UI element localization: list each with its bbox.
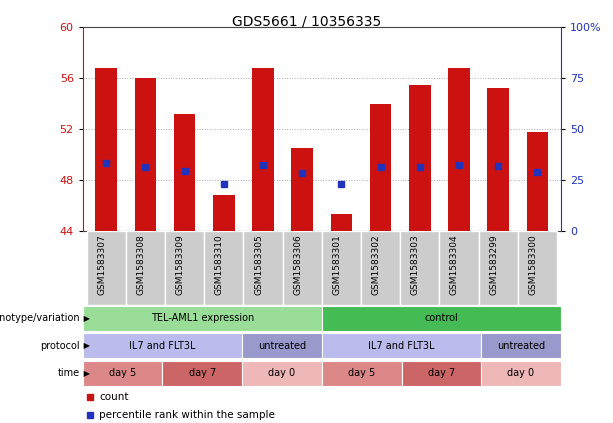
Bar bbox=[86, 231, 126, 305]
Bar bbox=[527, 132, 548, 231]
Bar bbox=[253, 68, 274, 231]
Text: GSM1583308: GSM1583308 bbox=[137, 234, 145, 295]
Bar bbox=[242, 333, 322, 358]
Bar bbox=[487, 88, 509, 231]
Bar bbox=[174, 114, 196, 231]
Text: day 0: day 0 bbox=[508, 368, 535, 378]
Bar bbox=[518, 231, 557, 305]
Text: day 5: day 5 bbox=[348, 368, 375, 378]
Text: time: time bbox=[58, 368, 80, 378]
Bar bbox=[402, 361, 481, 386]
Bar bbox=[481, 361, 561, 386]
Bar bbox=[283, 231, 322, 305]
Text: GSM1583302: GSM1583302 bbox=[371, 234, 381, 295]
Bar bbox=[322, 361, 402, 386]
Text: ▶: ▶ bbox=[81, 369, 90, 378]
Bar bbox=[370, 104, 391, 231]
Bar bbox=[83, 361, 162, 386]
Bar bbox=[83, 333, 242, 358]
Text: GSM1583303: GSM1583303 bbox=[411, 234, 420, 295]
Text: GSM1583299: GSM1583299 bbox=[489, 234, 498, 295]
Text: GSM1583305: GSM1583305 bbox=[254, 234, 263, 295]
Bar bbox=[242, 361, 322, 386]
Text: IL7 and FLT3L: IL7 and FLT3L bbox=[129, 341, 196, 351]
Text: protocol: protocol bbox=[40, 341, 80, 351]
Text: GSM1583309: GSM1583309 bbox=[176, 234, 185, 295]
Text: GSM1583310: GSM1583310 bbox=[215, 234, 224, 295]
Text: percentile rank within the sample: percentile rank within the sample bbox=[99, 410, 275, 420]
Text: ▶: ▶ bbox=[81, 314, 90, 323]
Bar bbox=[322, 306, 561, 331]
Text: GSM1583306: GSM1583306 bbox=[293, 234, 302, 295]
Bar bbox=[330, 214, 352, 231]
Bar bbox=[448, 68, 470, 231]
Text: untreated: untreated bbox=[258, 341, 306, 351]
Text: ▶: ▶ bbox=[81, 341, 90, 350]
Bar bbox=[135, 78, 156, 231]
Bar bbox=[322, 333, 481, 358]
Text: genotype/variation: genotype/variation bbox=[0, 313, 80, 323]
Text: day 7: day 7 bbox=[189, 368, 216, 378]
Text: day 7: day 7 bbox=[428, 368, 455, 378]
Bar bbox=[479, 231, 518, 305]
Text: GSM1583300: GSM1583300 bbox=[528, 234, 538, 295]
Bar bbox=[361, 231, 400, 305]
Text: untreated: untreated bbox=[497, 341, 545, 351]
Bar bbox=[165, 231, 204, 305]
Text: GSM1583304: GSM1583304 bbox=[450, 234, 459, 295]
Text: day 0: day 0 bbox=[268, 368, 295, 378]
Bar bbox=[204, 231, 243, 305]
Bar bbox=[322, 231, 361, 305]
Text: GDS5661 / 10356335: GDS5661 / 10356335 bbox=[232, 15, 381, 29]
Bar bbox=[83, 306, 322, 331]
Bar bbox=[291, 148, 313, 231]
Bar bbox=[213, 195, 235, 231]
Bar bbox=[481, 333, 561, 358]
Text: GSM1583301: GSM1583301 bbox=[332, 234, 341, 295]
Bar bbox=[162, 361, 242, 386]
Text: TEL-AML1 expression: TEL-AML1 expression bbox=[151, 313, 254, 323]
Text: IL7 and FLT3L: IL7 and FLT3L bbox=[368, 341, 435, 351]
Text: control: control bbox=[424, 313, 459, 323]
Text: count: count bbox=[99, 392, 129, 402]
Text: GSM1583307: GSM1583307 bbox=[97, 234, 106, 295]
Bar bbox=[440, 231, 479, 305]
Bar bbox=[409, 85, 430, 231]
Text: day 5: day 5 bbox=[109, 368, 136, 378]
Bar bbox=[400, 231, 440, 305]
Bar bbox=[243, 231, 283, 305]
Bar bbox=[126, 231, 165, 305]
Bar bbox=[96, 68, 117, 231]
